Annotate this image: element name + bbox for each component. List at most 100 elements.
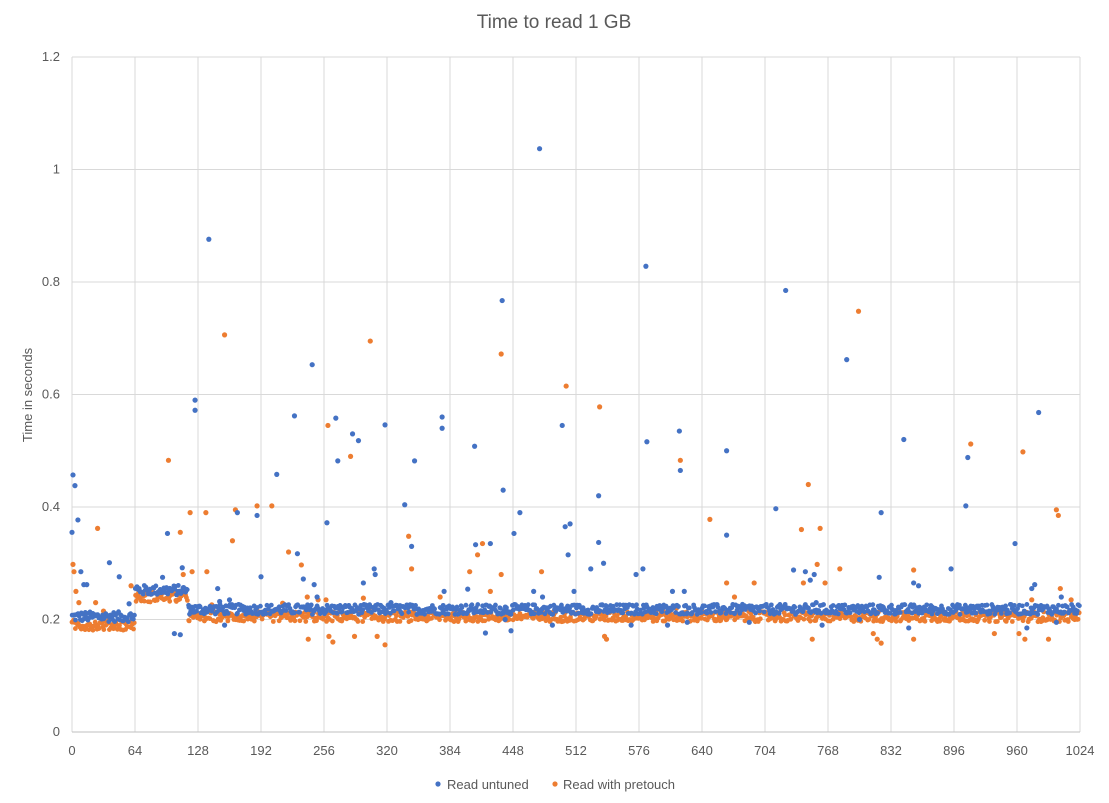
data-point: [531, 611, 537, 617]
data-point: [90, 627, 96, 633]
data-point: [508, 628, 514, 634]
data-point: [807, 577, 813, 583]
data-point: [539, 594, 546, 600]
data-point: [559, 422, 565, 429]
x-tick-label: 256: [313, 743, 335, 758]
data-point: [324, 520, 330, 526]
series-read-untuned: [69, 146, 1082, 638]
data-point: [72, 483, 78, 489]
data-point: [1053, 507, 1059, 513]
data-point: [125, 619, 131, 625]
data-point: [217, 598, 223, 605]
data-point: [957, 602, 962, 608]
data-point: [335, 458, 341, 464]
data-point: [919, 610, 925, 616]
data-point: [704, 610, 710, 616]
data-point: [866, 617, 872, 622]
data-point: [1076, 603, 1082, 609]
data-point: [911, 580, 917, 586]
data-point: [397, 618, 403, 624]
data-point: [991, 630, 997, 637]
data-point: [1036, 409, 1042, 416]
data-point: [472, 542, 479, 548]
data-point: [1016, 630, 1022, 637]
data-point: [604, 604, 610, 609]
y-tick-label: 1.2: [42, 49, 60, 64]
data-point: [117, 623, 122, 628]
data-point: [837, 616, 843, 622]
data-point: [270, 619, 276, 624]
x-tick-label: 576: [628, 743, 650, 758]
data-point: [1009, 619, 1015, 624]
data-point: [147, 599, 153, 605]
data-point: [768, 602, 774, 608]
x-tick-label: 960: [1006, 743, 1028, 758]
data-point: [126, 601, 132, 607]
data-point: [258, 574, 264, 580]
data-point: [560, 618, 566, 624]
data-point: [1022, 636, 1028, 642]
data-point: [333, 415, 339, 421]
data-point: [186, 604, 192, 610]
data-point: [565, 552, 571, 558]
data-point: [441, 588, 447, 594]
data-point: [502, 616, 508, 623]
data-point: [465, 586, 471, 592]
data-point: [708, 610, 714, 615]
data-point: [597, 608, 603, 614]
data-point: [634, 602, 639, 608]
data-point: [732, 611, 737, 617]
data-point: [409, 566, 415, 572]
data-point: [788, 616, 794, 622]
data-point: [298, 562, 304, 568]
gridlines: [71, 56, 1081, 732]
data-point: [372, 571, 378, 578]
data-point: [171, 630, 177, 637]
data-point: [128, 583, 134, 589]
data-point: [360, 595, 366, 601]
data-point: [330, 639, 336, 645]
data-point: [549, 622, 555, 628]
y-tick-label: 0.8: [42, 274, 60, 289]
data-point: [1024, 602, 1030, 607]
data-point: [254, 503, 260, 509]
data-point: [498, 351, 504, 357]
data-point: [388, 600, 394, 606]
data-point: [184, 597, 190, 603]
data-point: [677, 457, 683, 463]
data-point: [1064, 604, 1070, 610]
data-point: [130, 616, 136, 622]
data-point: [531, 588, 537, 594]
data-point: [285, 549, 292, 555]
data-point: [617, 602, 623, 608]
data-point: [72, 626, 78, 631]
data-point: [391, 608, 397, 614]
data-point: [351, 633, 358, 639]
legend-label-read-with-pretouch: Read with pretouch: [563, 777, 675, 792]
data-point: [902, 602, 908, 608]
data-point: [406, 609, 412, 615]
data-point: [684, 619, 690, 625]
data-point: [179, 589, 185, 595]
data-point: [355, 438, 362, 444]
data-point: [800, 580, 806, 586]
data-point: [305, 636, 311, 642]
data-point: [308, 602, 314, 608]
data-point: [276, 604, 282, 610]
data-point: [347, 453, 354, 459]
y-tick-label: 0.4: [42, 499, 60, 514]
data-point: [71, 569, 77, 575]
data-point: [948, 566, 954, 572]
data-point: [292, 610, 297, 616]
data-point: [393, 613, 399, 619]
data-point: [724, 580, 730, 586]
legend-marker-read-untuned: [435, 781, 441, 787]
data-point: [106, 619, 112, 624]
data-point: [134, 584, 140, 590]
data-point: [203, 510, 209, 516]
data-point: [874, 636, 880, 642]
data-point: [174, 592, 179, 598]
data-point: [1053, 619, 1059, 625]
data-point: [731, 594, 738, 600]
data-point: [399, 611, 405, 617]
